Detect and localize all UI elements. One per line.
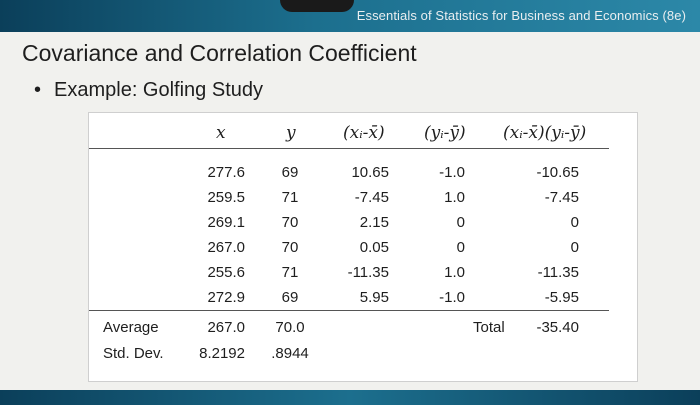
camera-notch xyxy=(280,0,354,12)
cell-y: 69 xyxy=(281,164,299,181)
slide-footer-bar xyxy=(0,390,700,405)
std-dev-x: 8.2192 xyxy=(199,345,245,362)
cell-y-dev: -1.0 xyxy=(439,289,465,306)
total-label: Total xyxy=(473,319,505,336)
cell-y: 71 xyxy=(281,264,299,281)
cell-product: -5.95 xyxy=(544,289,579,306)
cell-x-dev: 5.95 xyxy=(359,289,389,306)
cell-y-dev: 1.0 xyxy=(444,264,465,281)
cell-y: 70 xyxy=(281,214,299,231)
header-rule xyxy=(89,148,609,149)
slide-title: Covariance and Correlation Coefficient xyxy=(22,40,417,66)
cell-x: 269.1 xyxy=(207,214,245,231)
col-header-y-dev: (yᵢ-ȳ) xyxy=(424,123,466,143)
cell-x-dev: 2.15 xyxy=(359,214,389,231)
cell-y-dev: 0 xyxy=(456,214,465,231)
cell-product: 0 xyxy=(570,214,579,231)
cell-y-dev: -1.0 xyxy=(439,164,465,181)
col-header-x-dev: (xᵢ-x̄) xyxy=(343,123,385,143)
data-table-panel: x y (xᵢ-x̄) (yᵢ-ȳ) (xᵢ-x̄)(yᵢ-ȳ) 277.6 6… xyxy=(88,112,638,382)
cell-product: -7.45 xyxy=(544,189,579,206)
col-header-y: y xyxy=(286,123,296,143)
col-header-product: (xᵢ-x̄)(yᵢ-ȳ) xyxy=(503,123,587,143)
average-y: 70.0 xyxy=(275,319,305,336)
cell-x: 255.6 xyxy=(207,264,245,281)
cell-x-dev: -11.35 xyxy=(347,264,389,281)
cell-x-dev: 10.65 xyxy=(351,164,389,181)
average-label: Average xyxy=(103,319,159,336)
slide-header-bar: Essentials of Statistics for Business an… xyxy=(0,0,700,32)
cell-x: 277.6 xyxy=(207,164,245,181)
cell-x-dev: -7.45 xyxy=(354,189,389,206)
cell-y-dev: 0 xyxy=(456,239,465,256)
cell-product: -10.65 xyxy=(536,164,579,181)
cell-x-dev: 0.05 xyxy=(359,239,389,256)
course-title: Essentials of Statistics for Business an… xyxy=(356,8,686,23)
cell-x: 272.9 xyxy=(207,289,245,306)
total-value: -35.40 xyxy=(536,319,579,336)
std-dev-label: Std. Dev. xyxy=(103,345,164,362)
bullet-text: Example: Golfing Study xyxy=(54,79,263,101)
cell-y: 69 xyxy=(281,289,299,306)
col-header-x: x xyxy=(216,123,226,143)
cell-y: 70 xyxy=(281,239,299,256)
cell-y: 71 xyxy=(281,189,299,206)
cell-product: -11.35 xyxy=(537,264,579,281)
summary-rule xyxy=(89,310,609,311)
cell-product: 0 xyxy=(570,239,579,256)
cell-y-dev: 1.0 xyxy=(444,189,465,206)
bullet-item: • Example: Golfing Study xyxy=(34,79,263,102)
bullet-icon: • xyxy=(34,79,42,101)
std-dev-y: .8944 xyxy=(271,345,309,362)
average-x: 267.0 xyxy=(207,319,245,336)
cell-x: 259.5 xyxy=(207,189,245,206)
cell-x: 267.0 xyxy=(207,239,245,256)
